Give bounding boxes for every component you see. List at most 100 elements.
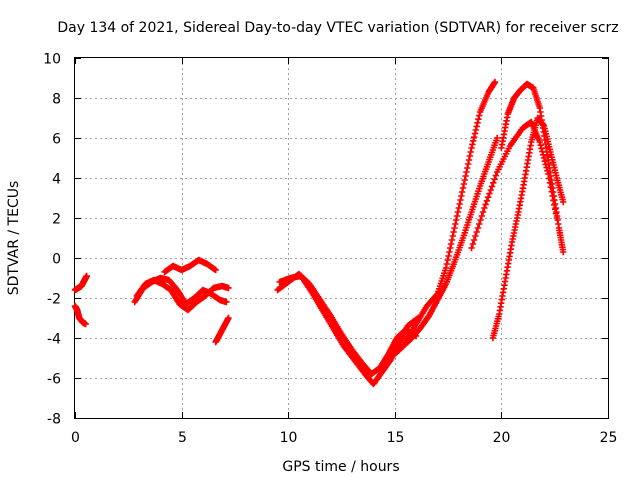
data-point	[544, 167, 551, 174]
data-point	[473, 228, 480, 236]
data-point	[482, 201, 489, 208]
data-point	[223, 298, 230, 306]
x-axis-label: GPS time / hours	[282, 459, 399, 475]
data-point	[82, 320, 89, 328]
data-point	[433, 292, 440, 299]
data-point	[470, 137, 477, 144]
y-tick-label: -4	[47, 332, 61, 348]
data-point	[446, 248, 453, 256]
data-point	[225, 314, 232, 322]
y-tick-label: 4	[52, 172, 61, 188]
data-point	[487, 186, 494, 194]
data-point	[465, 156, 473, 164]
data-point	[539, 151, 547, 158]
series-arc-f	[212, 314, 232, 346]
data-point	[560, 198, 567, 206]
data-point	[449, 232, 456, 240]
data-point	[469, 240, 477, 248]
data-point	[464, 164, 471, 172]
data-point	[553, 214, 561, 222]
data-point	[444, 256, 451, 264]
series-arc-i	[391, 134, 501, 358]
data-point	[471, 130, 479, 137]
data-point	[546, 179, 554, 186]
data-point	[464, 160, 472, 168]
data-point	[468, 144, 475, 152]
data-point	[540, 154, 548, 162]
data-point	[456, 200, 463, 208]
data-point	[452, 220, 459, 228]
series-arc-g	[274, 270, 420, 378]
data-point	[466, 152, 474, 160]
data-point	[225, 284, 232, 292]
x-tick-label: 5	[178, 430, 187, 446]
data-point	[474, 224, 482, 232]
data-point	[551, 201, 558, 208]
data-point	[475, 116, 482, 123]
data-point	[481, 204, 488, 212]
series-arc-m	[468, 118, 561, 252]
data-point	[545, 170, 552, 178]
data-point	[473, 123, 480, 130]
data-point	[467, 148, 474, 156]
data-point	[549, 192, 556, 200]
data-point	[459, 184, 467, 192]
data-point	[212, 266, 219, 274]
x-tick-label: 25	[600, 430, 618, 446]
data-point	[477, 216, 484, 224]
data-point	[470, 236, 478, 244]
series-arc-d	[133, 276, 232, 314]
data-point	[491, 78, 499, 86]
data-point	[453, 216, 460, 224]
data-point	[474, 119, 481, 126]
data-point	[483, 197, 491, 204]
series-arc-e	[161, 256, 219, 276]
data-point	[492, 172, 500, 179]
data-point	[461, 176, 468, 184]
data-point	[460, 180, 468, 188]
data-point	[545, 175, 553, 182]
data-point	[472, 126, 480, 134]
series-arc-h	[276, 272, 422, 388]
data-point	[478, 212, 485, 220]
data-point	[448, 236, 456, 244]
data-point	[551, 206, 559, 213]
series-arc-a	[71, 272, 90, 294]
y-tick-label: -8	[47, 412, 61, 428]
data-point	[541, 158, 549, 165]
data-point	[450, 228, 457, 236]
data-point	[548, 188, 555, 195]
data-point	[455, 204, 462, 212]
data-point	[453, 212, 461, 220]
data-point	[488, 183, 496, 190]
plot-frame	[74, 57, 609, 419]
data-point	[550, 197, 557, 204]
data-point	[486, 190, 493, 197]
data-point	[547, 184, 555, 191]
y-tick-label: -2	[47, 292, 61, 308]
y-tick-label: 0	[52, 252, 61, 268]
data-point	[458, 188, 466, 196]
data-point	[83, 272, 90, 280]
data-point	[536, 138, 543, 146]
y-tick-label: 6	[52, 132, 61, 148]
y-tick-label: 2	[52, 212, 61, 228]
data-point	[463, 168, 470, 176]
series-arc-l	[498, 80, 567, 256]
data-point	[470, 134, 478, 141]
data-point	[469, 141, 476, 148]
data-point	[542, 161, 549, 168]
x-tick-label: 10	[280, 430, 298, 446]
data-point	[476, 112, 483, 119]
data-point	[451, 224, 458, 232]
data-point	[462, 172, 469, 180]
y-axis-label: SDTVAR / TECUs	[6, 181, 22, 296]
data-point	[458, 192, 465, 200]
data-point	[552, 210, 560, 217]
data-point	[479, 208, 487, 216]
y-tick-label: 10	[43, 52, 61, 68]
data-point	[457, 196, 464, 204]
data-point	[484, 194, 492, 201]
axis-ticks: 0 5 10 15 20 25 -8 -6 -4 -2 0 2 4 6 8 10	[43, 52, 617, 447]
